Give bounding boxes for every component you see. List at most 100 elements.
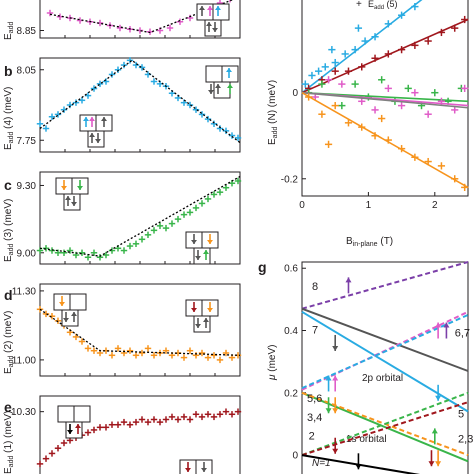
point-b-17 [138, 64, 146, 71]
fit-d [39, 308, 241, 356]
inset-b1-cell-b [221, 65, 239, 83]
point-d-16 [132, 352, 140, 359]
legend-marker: + [356, 0, 362, 10]
point-c-1 [42, 245, 50, 252]
point-f-5-2 [331, 102, 339, 110]
inset-e1-cell-b [73, 405, 91, 423]
inset-a-head-1 [207, 6, 213, 10]
inset-b1-head-0 [226, 68, 232, 72]
inset-a [196, 3, 230, 37]
inset-d2 [185, 299, 219, 333]
point-e-4 [60, 439, 68, 447]
ylabel-a: Eadd [3, 22, 15, 40]
level-label-5: 3,4 [307, 412, 322, 424]
point-f-0-13 [354, 24, 363, 32]
point-b-9 [90, 85, 98, 92]
inset-c1 [55, 177, 89, 211]
point-e-25 [186, 416, 194, 423]
level-label-4: 5,6 [307, 393, 322, 405]
level-arrowhead-4 [443, 322, 450, 328]
ytick-label-g-2: 0.4 [284, 326, 298, 337]
point-d-8 [84, 345, 92, 352]
point-e-26 [192, 411, 200, 418]
inset-b2 [79, 114, 113, 148]
inset-d1-cell-b [69, 293, 87, 311]
point-b-31 [222, 127, 230, 135]
point-b-7 [78, 97, 86, 104]
inset-b2-cell-a [79, 114, 97, 132]
point-e-19 [150, 416, 158, 423]
inset-a-head-3 [206, 22, 212, 26]
point-e-13 [114, 421, 122, 428]
point-e-23 [174, 416, 182, 423]
fit-f-1 [301, 18, 469, 94]
point-c-11 [102, 251, 110, 259]
level-arrowhead-5 [325, 375, 332, 381]
point-c-7 [78, 249, 86, 256]
point-f-3-1 [324, 76, 333, 84]
level-arrowhead-10 [428, 461, 435, 467]
inset-c1-head-0 [61, 186, 67, 190]
panel-label-d: d [4, 287, 13, 303]
point-f-0-2 [315, 67, 323, 75]
point-f-5-1 [318, 110, 326, 118]
point-b-26 [192, 106, 200, 113]
point-d-26 [192, 352, 200, 359]
point-f-5-10 [437, 162, 446, 170]
level-arrowhead-7 [325, 408, 332, 414]
point-f-5-13 [378, 114, 386, 123]
annotation-n1: N=1 [312, 458, 331, 469]
inset-a-cell-b [212, 3, 230, 21]
point-c-27 [198, 200, 206, 207]
point-e-32 [228, 411, 236, 418]
point-f-0-12 [328, 46, 336, 54]
point-e-24 [180, 413, 188, 421]
point-a-12 [166, 24, 174, 32]
point-e-12 [108, 421, 116, 428]
point-c-5 [66, 247, 74, 254]
level-arrowhead-6 [332, 375, 339, 381]
point-c-3 [54, 249, 62, 256]
ylabel-b: Eadd (4) (meV) [3, 87, 15, 150]
point-c-25 [186, 209, 194, 216]
point-b-15 [126, 57, 134, 64]
point-b-14 [120, 61, 128, 69]
fit-f-5 [301, 92, 469, 189]
point-e-10 [96, 424, 104, 431]
point-d-24 [180, 354, 188, 361]
panel-label-b: b [4, 63, 13, 79]
point-b-19 [150, 78, 158, 85]
point-b-1 [42, 125, 50, 132]
inset-c2-head-1 [207, 240, 213, 244]
point-e-22 [168, 413, 176, 421]
point-f-3-7 [411, 89, 419, 97]
point-c-21 [162, 224, 170, 232]
level-arrowhead-3 [435, 322, 442, 328]
point-f-2-3 [351, 80, 359, 88]
point-f-3-2 [338, 80, 346, 88]
point-e-29 [210, 413, 218, 421]
inset-e1-cell-a [57, 405, 75, 423]
point-e-15 [126, 421, 134, 428]
point-e-28 [204, 411, 212, 418]
panel-label-g: g [258, 259, 267, 275]
inset-a-head-4 [212, 28, 218, 32]
panel-label-e: e [4, 399, 12, 415]
point-f-2-5 [378, 76, 386, 84]
inset-a-head-0 [199, 6, 205, 10]
point-e-18 [144, 418, 152, 426]
legend-f: + Eadd (5) [356, 0, 398, 11]
point-d-29 [210, 352, 218, 359]
point-b-10 [96, 80, 104, 88]
point-f-2-7 [404, 84, 412, 92]
point-d-18 [144, 345, 152, 352]
point-c-17 [138, 236, 146, 243]
point-c-10 [96, 254, 104, 261]
level-arrowhead-1 [332, 345, 339, 351]
point-f-3-5 [384, 84, 392, 92]
point-c-26 [192, 204, 200, 212]
point-e-31 [222, 408, 230, 415]
inset-b1-cell-c [213, 81, 231, 99]
